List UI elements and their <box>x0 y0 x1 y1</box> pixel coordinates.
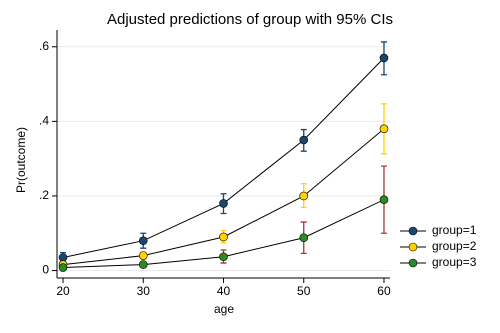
y-tick-label: 0 <box>42 263 49 277</box>
legend-label: group=3 <box>432 255 477 269</box>
marker <box>219 232 228 242</box>
marker <box>138 251 148 260</box>
marker <box>58 263 68 272</box>
marker <box>219 252 228 262</box>
x-tick-label: 60 <box>377 284 391 298</box>
legend-marker <box>408 258 418 268</box>
marker <box>379 53 389 63</box>
marker <box>379 195 389 204</box>
y-tick-label: .6 <box>39 39 49 53</box>
marker <box>138 236 148 246</box>
legend-label: group=1 <box>432 223 477 237</box>
legend-marker <box>408 242 418 252</box>
legend-marker <box>408 226 418 236</box>
y-tick-label: .2 <box>39 188 49 202</box>
x-tick-label: 30 <box>137 284 151 298</box>
marker <box>299 191 309 201</box>
x-tick-label: 40 <box>217 284 231 298</box>
y-axis-label: Pr(outcome) <box>14 127 28 193</box>
chart-title: Adjusted predictions of group with 95% C… <box>107 11 393 28</box>
x-axis-label: age <box>214 302 234 316</box>
x-tick-label: 50 <box>297 284 311 298</box>
legend-label: group=2 <box>432 239 477 253</box>
marker <box>219 199 228 208</box>
marker <box>138 260 148 269</box>
marker <box>299 233 309 243</box>
marker <box>379 124 389 134</box>
x-tick-label: 20 <box>56 284 70 298</box>
marker <box>299 135 309 145</box>
y-tick-label: .4 <box>39 114 49 128</box>
